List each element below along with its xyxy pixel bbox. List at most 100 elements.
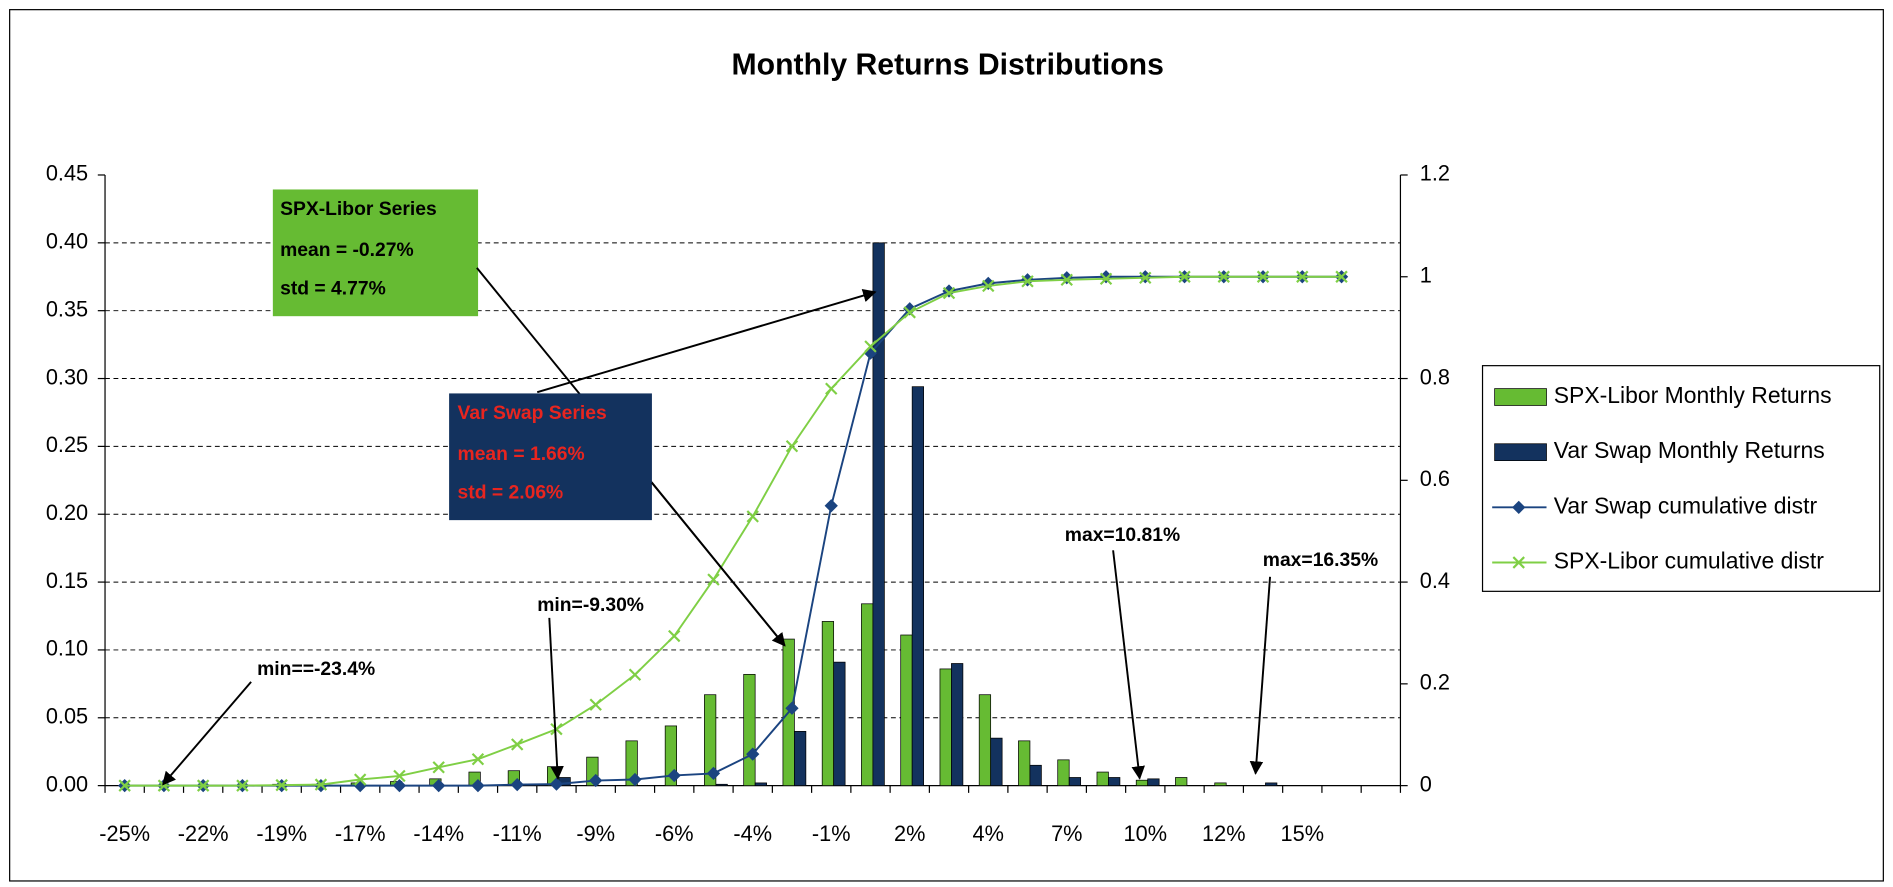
chart-title: Monthly Returns Distributions <box>732 48 1164 81</box>
bar <box>586 756 599 786</box>
legend-box <box>1481 365 1881 592</box>
x-tick-label: 7% <box>1051 821 1082 846</box>
bar <box>1096 771 1109 786</box>
point-marker <box>668 629 681 643</box>
bar <box>821 621 835 786</box>
x-tick-label: -6% <box>655 821 694 846</box>
point-marker <box>510 777 524 792</box>
point-marker <box>589 698 602 711</box>
point-marker <box>1256 270 1270 283</box>
y-tick-label: 0.40 <box>46 229 88 254</box>
x-tick-label: 12% <box>1202 821 1245 846</box>
point-marker <box>1178 270 1191 283</box>
legend-label: SPX-Libor Monthly Returns <box>1554 382 1832 408</box>
point-marker <box>432 761 445 774</box>
y-tick-label: 0.10 <box>46 636 88 661</box>
point-marker <box>903 302 917 316</box>
bar <box>1057 759 1070 786</box>
y-tick-label: 0.00 <box>46 771 88 796</box>
point-marker <box>1296 270 1309 283</box>
y-tick-label: 0.20 <box>46 500 88 525</box>
bar <box>1265 782 1278 786</box>
annotation: min=-9.30% <box>537 595 644 616</box>
y2-tick-label: 1 <box>1420 262 1432 287</box>
point-marker <box>667 768 681 783</box>
bar <box>743 673 756 786</box>
y2-tick-label: 0.8 <box>1420 364 1450 389</box>
bar <box>664 725 678 786</box>
point-marker <box>432 778 446 793</box>
legend-label: Var Swap cumulative distr <box>1554 492 1818 518</box>
annotation: SPX-Libor Series <box>280 199 437 220</box>
line <box>124 275 1342 787</box>
x-tick-label: -4% <box>733 821 772 846</box>
point-marker <box>982 279 995 293</box>
bar <box>1147 778 1160 786</box>
point-marker <box>550 722 563 736</box>
x-tick-label: -25% <box>99 821 150 846</box>
y2-tick-label: 0 <box>1420 771 1432 796</box>
point-marker <box>1060 273 1073 287</box>
bar <box>1175 777 1188 786</box>
bar <box>900 634 913 786</box>
annotation-arrow <box>651 482 786 647</box>
x-tick-label: 15% <box>1281 821 1324 846</box>
y2-tick-label: 0.2 <box>1420 670 1450 695</box>
y-tick-label: 0.25 <box>46 432 88 457</box>
bar <box>625 740 638 786</box>
point-marker <box>864 340 877 353</box>
bar <box>911 386 924 786</box>
legend-swatch <box>1494 388 1547 406</box>
point-marker <box>314 778 328 791</box>
x-tick-label: -9% <box>576 821 615 846</box>
point-marker <box>236 779 249 792</box>
bar <box>1029 764 1042 786</box>
annotation-arrow <box>1249 576 1272 775</box>
bar <box>833 661 846 786</box>
legend-swatch <box>1512 500 1526 514</box>
legend-swatch <box>1512 556 1525 569</box>
y2-tick-label: 1.2 <box>1420 161 1450 186</box>
bar <box>939 668 952 786</box>
annotation: mean = -0.27% <box>280 240 414 261</box>
y-tick-label: 0.45 <box>46 161 88 186</box>
annotation-arrow <box>1112 550 1145 780</box>
annotation: Var Swap Series <box>458 403 607 424</box>
bar <box>794 730 807 786</box>
point-marker <box>942 286 956 300</box>
point-marker <box>1139 271 1152 284</box>
legend-label: SPX-Libor cumulative distr <box>1554 548 1824 574</box>
annotation-arrow <box>548 617 564 780</box>
bar <box>951 663 964 786</box>
point-marker <box>196 779 210 792</box>
point-marker <box>511 738 524 751</box>
y-tick-label: 0.35 <box>46 296 88 321</box>
bar <box>715 783 728 786</box>
legend-label: Var Swap Monthly Returns <box>1554 437 1825 463</box>
bar <box>872 242 885 786</box>
legend-swatch <box>1494 443 1547 461</box>
x-tick-label: -17% <box>335 821 386 846</box>
point-marker <box>1099 272 1113 285</box>
point-marker <box>353 773 367 786</box>
point-marker <box>549 777 564 791</box>
x-tick-label: -11% <box>493 821 542 846</box>
bar <box>978 694 992 786</box>
bar <box>1108 777 1121 786</box>
point-marker <box>785 701 799 715</box>
point-marker <box>471 778 485 793</box>
y-tick-label: 0.15 <box>46 568 88 593</box>
bar <box>1018 740 1031 786</box>
point-marker <box>118 779 131 792</box>
annotation: std = 2.06% <box>458 483 564 504</box>
point-marker <box>471 752 485 766</box>
bar <box>861 603 874 786</box>
point-marker <box>589 773 603 788</box>
annotation: max=16.35% <box>1263 550 1378 571</box>
x-tick-label: 4% <box>973 821 1004 846</box>
point-marker <box>1335 270 1348 283</box>
point-marker <box>746 510 759 523</box>
annotation: min==-23.4% <box>257 659 375 680</box>
annotation: std = 4.77% <box>280 279 386 300</box>
annotation-box <box>272 189 479 317</box>
